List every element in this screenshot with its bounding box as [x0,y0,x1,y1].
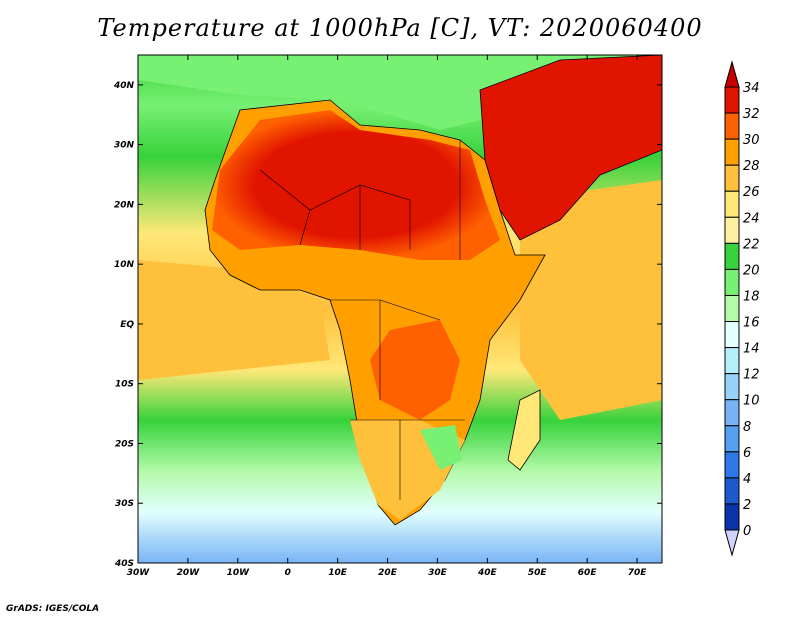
colorbar-label: 18 [743,289,760,304]
colorbar-swatch [724,373,740,401]
lon-tick-label: 50E [528,568,548,578]
lat-tick-label: 30N [114,141,135,151]
lon-tick-label: 30E [428,568,448,578]
colorbar-over-triangle [724,60,740,88]
arabia-region [479,55,662,241]
colorbar-label: 28 [743,159,760,174]
colorbar-label: 4 [743,472,751,487]
lat-tick-label: 10S [115,380,134,390]
colorbar-swatch [724,190,740,218]
map-title: Temperature at 1000hPa [C], VT: 20200604… [97,14,703,42]
central-africa-warm [370,320,460,420]
colorbar-swatch [724,294,740,323]
lon-tick-label: 40E [477,568,498,578]
lon-tick-label: 0 [285,568,291,578]
colorbar-label: 6 [743,446,751,461]
lat-tick-label: 20N [114,200,135,210]
colorbar-label: 26 [743,185,760,200]
colorbar-label: 14 [743,342,760,357]
colorbar-label: 22 [743,237,760,252]
lat-tick-label: EQ [120,320,134,330]
colorbar-label: 32 [743,107,760,122]
colorbar-swatch [724,321,740,349]
colorbar-label: 34 [743,81,760,96]
colorbar-swatch [724,347,740,375]
east-africa-highland [420,425,462,470]
colorbar-swatch [724,268,740,296]
map-frame [137,54,663,564]
colorbar-swatch [724,112,740,140]
colorbar-label: 10 [743,394,760,409]
colorbar-swatch [724,503,740,531]
lon-tick-label: 30W [127,568,151,578]
lat-tick-label: 40N [113,81,135,91]
lat-tick-label: 10N [114,260,135,270]
colorbar-label: 24 [743,211,760,226]
colorbar-label: 8 [743,420,751,435]
lat-tick-label: 30S [115,499,134,509]
colorbar-label: 30 [743,133,760,148]
colorbar-swatch [724,242,740,270]
lon-tick-label: 10W [227,568,251,578]
colorbar-swatch [724,216,740,244]
colorbar-swatch [724,138,740,166]
colorbar-label: 12 [743,368,760,383]
latitude-ticks: 40N 30N 20N 10N EQ 10S 20S 30S 40S [113,81,662,569]
lon-tick-label: 20W [177,568,201,578]
sahara-hot-zone [212,110,500,260]
indian-ocean-warm [520,180,662,420]
lat-tick-label: 40S [114,559,134,569]
colorbar-swatch [724,86,740,114]
lat-tick-label: 20S [115,439,134,449]
lon-tick-label: 20E [378,568,398,578]
colorbar-label: 0 [743,524,751,539]
lon-tick-label: 60E [578,568,598,578]
map-plot-area [138,55,662,563]
colorbar-swatch [724,164,740,192]
colorbar-swatch [724,451,740,479]
colorbar-label: 2 [743,498,751,513]
madagascar [507,389,541,471]
credit-label: GrADS: IGES/COLA [6,604,100,614]
colorbar-swatch [724,425,740,453]
lon-tick-label: 70E [628,568,648,578]
colorbar-label: 20 [743,263,760,278]
longitude-ticks: 30W 20W 10W 0 10E 20E 30E 40E 50E 60E 70E [127,55,647,578]
lon-tick-label: 10E [328,568,348,578]
colorbar-swatch [724,399,740,427]
colorbar-under-triangle [724,529,740,557]
colorbar-label: 16 [743,316,760,331]
colorbar-swatch [724,477,740,505]
country-borders [259,140,465,500]
